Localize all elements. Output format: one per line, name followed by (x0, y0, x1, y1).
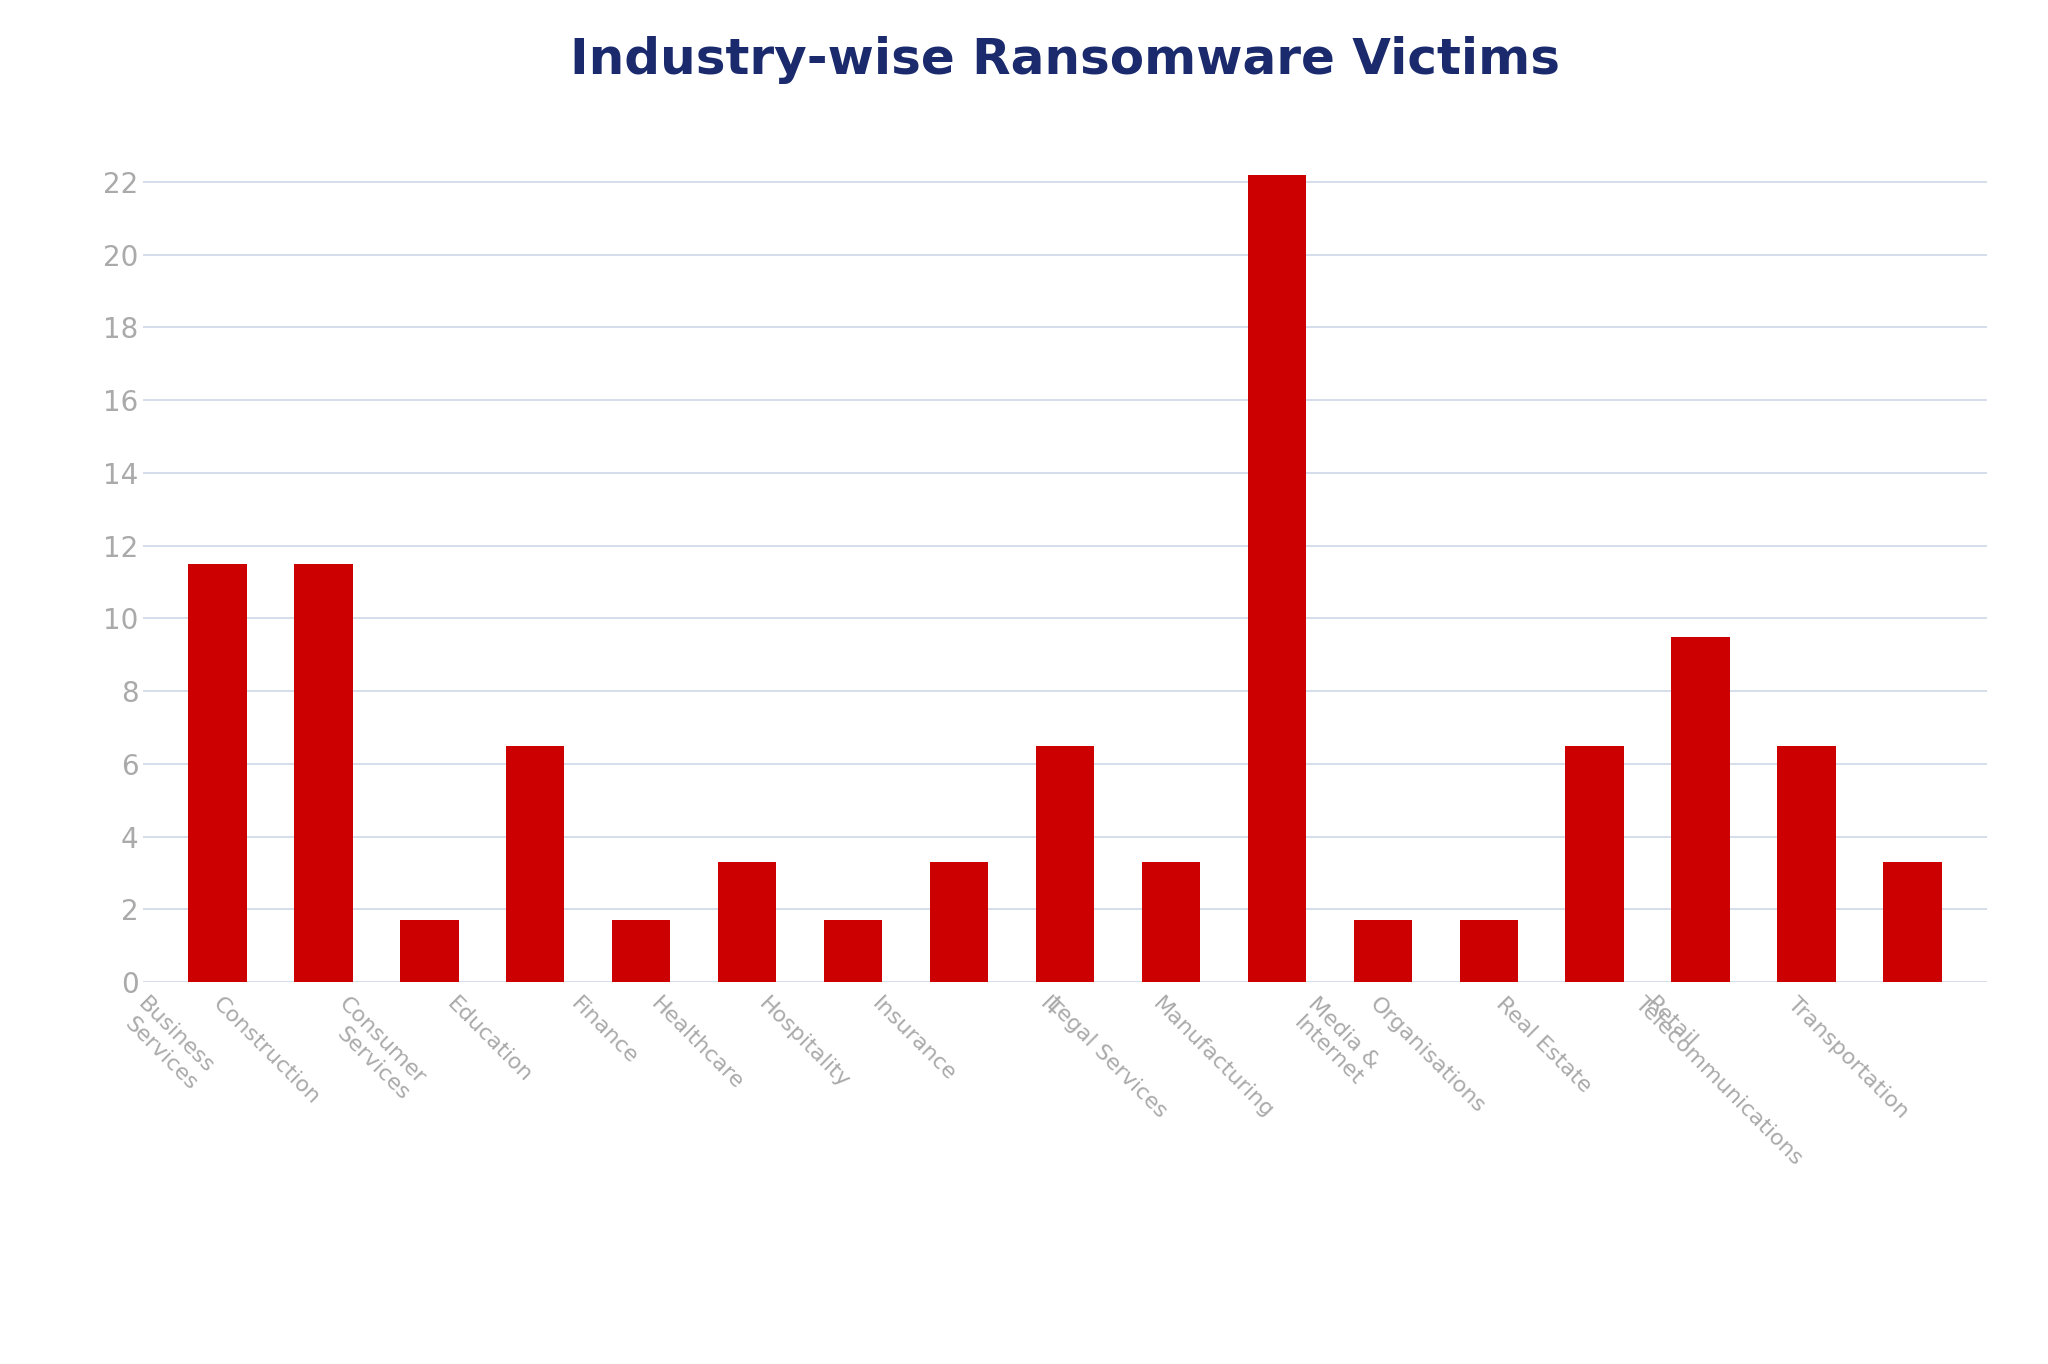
Bar (1036, 746, 1094, 982)
Bar (823, 921, 883, 982)
Bar (1354, 921, 1411, 982)
Bar (295, 563, 352, 982)
Bar (188, 563, 246, 982)
Bar (1143, 862, 1200, 982)
Bar (1565, 746, 1624, 982)
Bar (1884, 862, 1942, 982)
Bar (1460, 921, 1518, 982)
Bar (399, 921, 459, 982)
Bar (1778, 746, 1835, 982)
Bar (612, 921, 670, 982)
Bar (506, 746, 565, 982)
Bar (1671, 637, 1731, 982)
Bar (719, 862, 776, 982)
Bar (1247, 175, 1307, 982)
Bar (930, 862, 987, 982)
Title: Industry-wise Ransomware Victims: Industry-wise Ransomware Victims (569, 37, 1561, 85)
